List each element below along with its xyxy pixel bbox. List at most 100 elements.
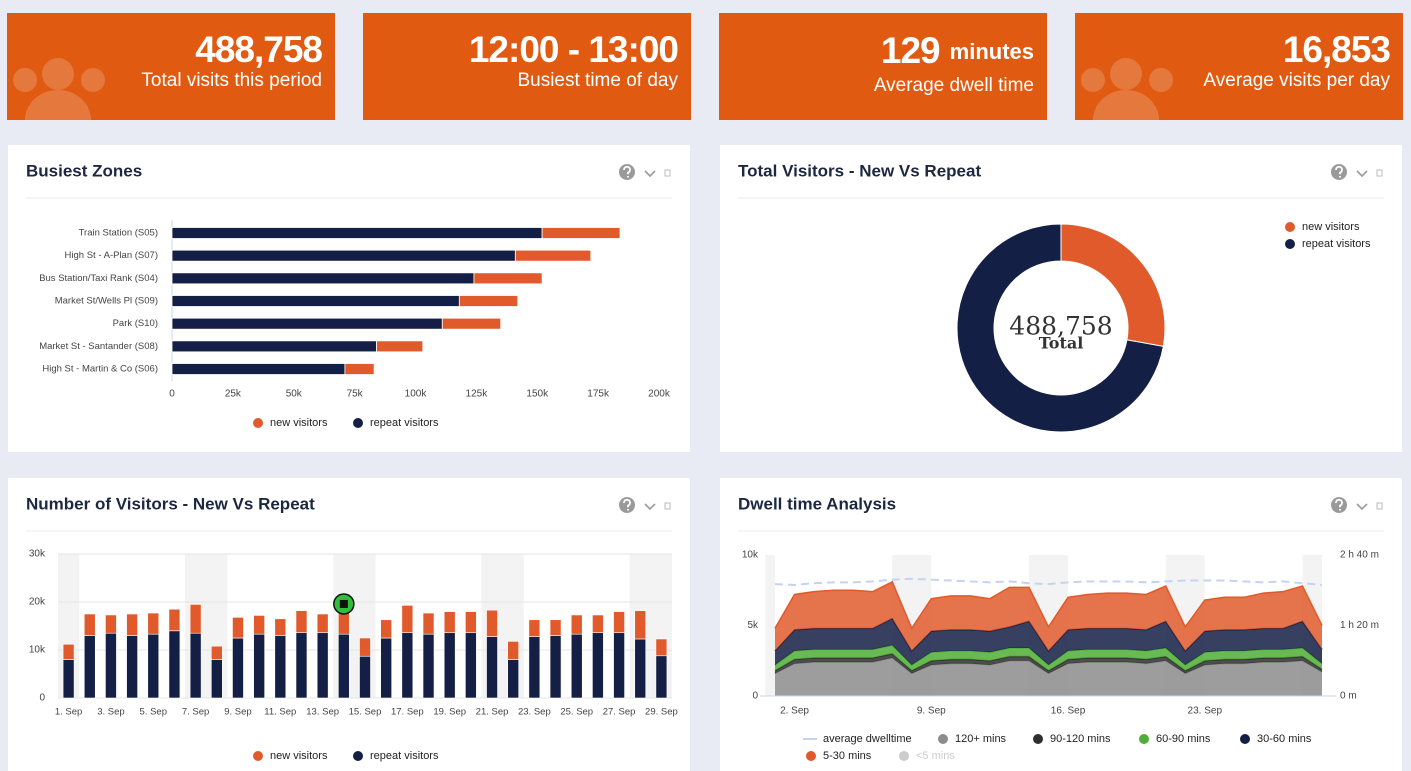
legend-marker xyxy=(253,751,263,761)
kpi-number: 129 xyxy=(881,30,940,71)
bar-segment xyxy=(592,632,604,699)
bar-segment xyxy=(253,615,265,635)
bar-segment xyxy=(486,609,498,637)
resize-icon[interactable] xyxy=(664,169,671,177)
x-tick-label: 13. Sep xyxy=(306,707,339,718)
legend-label[interactable]: 5-30 mins xyxy=(823,750,872,762)
x-tick-label: 50k xyxy=(286,389,303,400)
x-tick-label: 29. Sep xyxy=(645,707,678,718)
help-icon[interactable] xyxy=(619,497,635,513)
area-edge xyxy=(774,580,1323,630)
bar-segment xyxy=(613,632,625,699)
menu-chevron[interactable] xyxy=(644,170,656,178)
help-glyph xyxy=(623,498,631,511)
x-tick-label: 3. Sep xyxy=(97,707,124,718)
help-glyph xyxy=(623,165,631,178)
help-glyph xyxy=(1335,498,1343,511)
legend-label: repeat visitors xyxy=(1302,238,1371,250)
legend-marker xyxy=(938,734,948,744)
x-tick-label: 9. Sep xyxy=(224,707,251,718)
bar-segment xyxy=(171,317,443,330)
bar-segment xyxy=(126,635,138,699)
x-tick-label: 5. Sep xyxy=(140,707,167,718)
help-icon[interactable] xyxy=(619,164,635,180)
panel-title: Busiest Zones xyxy=(26,161,142,180)
category-label: High St - A-Plan (S07) xyxy=(65,250,158,261)
y2-tick-label: 0 m xyxy=(1340,691,1357,702)
bar-segment xyxy=(592,614,604,634)
y-tick-label: 10k xyxy=(29,645,46,656)
resize-icon[interactable] xyxy=(1376,502,1383,510)
bar-segment xyxy=(171,249,516,262)
legend-label[interactable]: 90-120 mins xyxy=(1050,733,1111,745)
legend-label[interactable]: <5 mins xyxy=(916,750,955,762)
event-icon xyxy=(339,599,348,608)
kpi-label: Average visits per day xyxy=(1203,70,1390,91)
bar-segment xyxy=(210,659,223,699)
menu-chevron[interactable] xyxy=(1356,170,1368,178)
x-tick-label: 7. Sep xyxy=(182,707,209,718)
bar-segment xyxy=(376,340,424,353)
kpi-tile: 12:00 - 13:00 Busiest time of day xyxy=(363,13,691,120)
help-icon[interactable] xyxy=(1331,164,1347,180)
y-tick-label: 20k xyxy=(29,597,46,608)
bar-segment xyxy=(441,317,502,330)
kpi-value: 16,853 xyxy=(1283,29,1391,70)
bar-segment xyxy=(316,632,329,699)
bar-segment xyxy=(549,635,562,699)
bar-segment xyxy=(316,613,329,634)
menu-chevron[interactable] xyxy=(1356,503,1368,511)
bar-segment xyxy=(171,227,543,239)
legend-marker xyxy=(253,418,263,428)
x-tick-label: 23. Sep xyxy=(518,707,551,718)
bar-segment xyxy=(528,636,541,699)
x-tick-label: 21. Sep xyxy=(476,707,509,718)
bar-segment xyxy=(422,633,435,699)
menu-chevron[interactable] xyxy=(644,503,656,511)
bar-segment xyxy=(655,655,668,699)
legend-marker xyxy=(806,751,816,761)
category-label: Market St/Wells Pl (S09) xyxy=(55,296,158,307)
x-tick-label: 19. Sep xyxy=(433,707,466,718)
x-tick-label: 2. Sep xyxy=(780,706,809,717)
x-tick-label: 200k xyxy=(648,389,671,400)
legend-marker xyxy=(1033,734,1043,744)
avg-line xyxy=(774,577,1323,586)
donut-slice xyxy=(956,223,1164,433)
tile-bg xyxy=(1075,13,1403,120)
x-tick-label: 150k xyxy=(526,389,549,400)
bar-segment xyxy=(401,632,414,699)
x-tick-label: 11. Sep xyxy=(264,707,296,718)
bar-segment xyxy=(62,659,75,699)
y-tick-label: 0 xyxy=(752,691,758,702)
legend-label[interactable]: 60-90 mins xyxy=(1156,733,1211,745)
bar-segment xyxy=(613,611,625,634)
area-layer xyxy=(775,657,1322,696)
legend-label[interactable]: 120+ mins xyxy=(955,733,1007,745)
bar-segment xyxy=(189,604,202,634)
bar-segment xyxy=(443,611,456,634)
bar-segment xyxy=(147,612,160,635)
x-tick-label: 15. Sep xyxy=(349,707,382,718)
bar-segment xyxy=(507,659,520,699)
bar-segment xyxy=(338,633,350,699)
bar-segment xyxy=(401,605,414,634)
y-tick-label: 0 xyxy=(39,693,45,704)
x-tick-label: 100k xyxy=(405,389,428,400)
legend-label[interactable]: 30-60 mins xyxy=(1257,733,1312,745)
kpi-label: Busiest time of day xyxy=(517,70,678,91)
y2-tick-label: 1 h 20 m xyxy=(1340,620,1379,631)
legend-label[interactable]: average dwelltime xyxy=(823,733,912,745)
help-icon[interactable] xyxy=(1331,497,1347,513)
tile-bg xyxy=(363,13,691,120)
bar-segment xyxy=(422,612,435,635)
resize-icon[interactable] xyxy=(1376,169,1383,177)
bar-segment xyxy=(105,632,117,699)
bar-segment xyxy=(549,619,562,636)
resize-icon[interactable] xyxy=(664,502,671,510)
bar-segment xyxy=(486,636,498,699)
legend-marker xyxy=(353,751,363,761)
bar-segment xyxy=(274,618,287,636)
y-tick-label: 30k xyxy=(29,549,46,560)
bar-segment xyxy=(344,363,375,375)
